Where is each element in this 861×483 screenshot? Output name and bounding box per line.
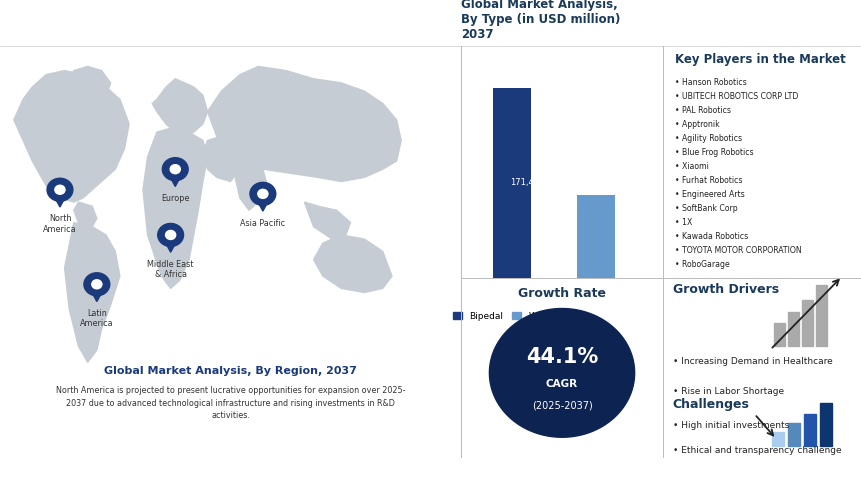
Polygon shape (69, 67, 110, 99)
Polygon shape (54, 196, 66, 207)
Circle shape (165, 230, 176, 240)
Polygon shape (164, 241, 177, 252)
Bar (492, 88, 530, 278)
Polygon shape (257, 200, 269, 211)
Bar (788, 423, 799, 446)
Circle shape (250, 183, 276, 205)
Polygon shape (169, 175, 181, 186)
Text: • RoboGarage: • RoboGarage (674, 259, 728, 269)
Text: Middle East
& Africa: Middle East & Africa (147, 260, 194, 279)
Polygon shape (152, 79, 208, 136)
Text: Asia Pacific: Asia Pacific (240, 218, 285, 227)
Text: Growth Rate: Growth Rate (517, 287, 605, 300)
Polygon shape (304, 202, 350, 239)
Polygon shape (369, 128, 387, 149)
Text: • Agility Robotics: • Agility Robotics (674, 134, 741, 143)
Text: North America is projected to present lucrative opportunities for expansion over: North America is projected to present lu… (56, 386, 405, 421)
Text: • Ethical and transparency challenge: • Ethical and transparency challenge (672, 446, 840, 455)
Polygon shape (14, 71, 129, 202)
Circle shape (257, 189, 268, 199)
Text: Growth Drivers: Growth Drivers (672, 284, 778, 297)
Text: • Apptronik: • Apptronik (674, 120, 719, 129)
Text: • Engineered Arts: • Engineered Arts (674, 190, 744, 199)
Polygon shape (65, 223, 120, 362)
Text: • SoftBank Corp: • SoftBank Corp (674, 204, 737, 213)
Polygon shape (489, 309, 634, 437)
Text: • High initial investments: • High initial investments (672, 421, 788, 430)
Bar (815, 285, 827, 346)
Text: • 1X: • 1X (674, 218, 691, 227)
Text: CAGR: CAGR (545, 379, 578, 389)
Legend: Bipedal, Wheel-Drive: Bipedal, Wheel-Drive (449, 309, 587, 325)
Text: Global Market Analysis, By Region, 2037: Global Market Analysis, By Region, 2037 (104, 366, 356, 376)
Text: Humanoid Robots Market Overview: Humanoid Robots Market Overview (22, 16, 379, 34)
Text: • Rise in Labor Shortage: • Rise in Labor Shortage (672, 387, 783, 396)
Text: • PAL Robotics: • PAL Robotics (674, 106, 730, 115)
Text: • Hanson Robotics: • Hanson Robotics (674, 78, 746, 87)
Bar (771, 432, 784, 446)
Text: • Xiaomi: • Xiaomi (674, 162, 708, 171)
Text: 171,426.1: 171,426.1 (510, 178, 552, 187)
Bar (788, 312, 798, 346)
Polygon shape (208, 67, 400, 182)
Bar (576, 195, 614, 278)
Text: • Kawada Robotics: • Kawada Robotics (674, 232, 747, 241)
Text: • Increasing Demand in Healthcare: • Increasing Demand in Healthcare (672, 357, 832, 366)
Polygon shape (202, 136, 245, 182)
Polygon shape (235, 157, 267, 210)
Text: (2025-2037): (2025-2037) (531, 400, 592, 410)
Text: • Blue Frog Robotics: • Blue Frog Robotics (674, 148, 753, 157)
Polygon shape (74, 202, 96, 231)
Text: Challenges: Challenges (672, 398, 749, 411)
Circle shape (162, 157, 188, 181)
Bar (819, 403, 831, 446)
Text: Latin
America: Latin America (80, 309, 114, 328)
Text: Europe: Europe (161, 194, 189, 203)
Text: Global Market Analysis,
By Type (in USD million)
2037: Global Market Analysis, By Type (in USD … (461, 0, 620, 41)
Bar (773, 323, 784, 346)
Circle shape (91, 280, 102, 289)
Polygon shape (143, 128, 208, 288)
Text: Key Players in the Market: Key Players in the Market (674, 53, 845, 66)
Text: • UBITECH ROBOTICS CORP LTD: • UBITECH ROBOTICS CORP LTD (674, 92, 797, 101)
Polygon shape (90, 290, 102, 301)
Text: • Furhat Robotics: • Furhat Robotics (674, 176, 741, 185)
Bar (803, 414, 815, 446)
Circle shape (158, 224, 183, 246)
Text: • TOYOTA MOTOR CORPORATION: • TOYOTA MOTOR CORPORATION (674, 246, 801, 255)
Bar (802, 299, 812, 346)
Text: North
America: North America (43, 214, 77, 234)
Circle shape (47, 178, 73, 201)
Polygon shape (313, 235, 392, 293)
Text: 44.1%: 44.1% (525, 347, 598, 367)
Circle shape (84, 273, 109, 296)
Circle shape (170, 165, 180, 174)
Circle shape (55, 185, 65, 194)
Text: www.researchnester.com  |  +1 646 586 9123  |  info@researchnester.com: www.researchnester.com | +1 646 586 9123… (262, 466, 599, 474)
